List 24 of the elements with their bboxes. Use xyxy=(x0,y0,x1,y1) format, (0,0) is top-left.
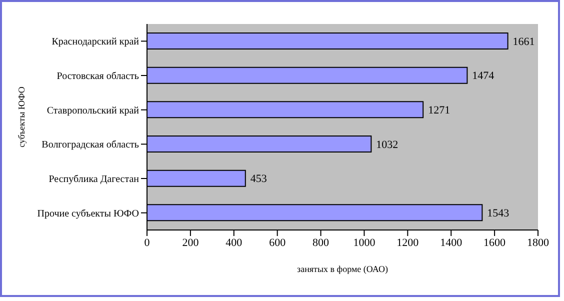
y-tick-label: Ставропольский край xyxy=(46,105,140,116)
x-tick-label: 1200 xyxy=(396,236,420,249)
x-tick-label: 0 xyxy=(144,236,150,249)
x-tick-label: 1000 xyxy=(353,236,376,249)
data-label: 1543 xyxy=(487,208,510,220)
y-tick-label: Прочие субъекты ЮФО xyxy=(37,208,139,220)
data-label: 453 xyxy=(250,173,268,186)
x-tick-label: 200 xyxy=(182,236,200,249)
x-tick-label: 400 xyxy=(226,236,243,249)
x-tick-label: 1400 xyxy=(440,236,463,249)
y-tick-label: Ростовская область xyxy=(56,71,140,82)
y-axis-title: субъекты ЮФО xyxy=(16,86,26,148)
x-tick-label: 800 xyxy=(312,236,330,249)
data-label: 1474 xyxy=(472,70,495,82)
data-label: 1661 xyxy=(512,36,535,48)
data-label: 1032 xyxy=(376,138,398,151)
y-tick-label: Волгоградская область xyxy=(42,140,140,151)
x-tick-label: 1800 xyxy=(527,236,550,249)
x-tick-label: 1600 xyxy=(484,236,506,249)
data-label: 1271 xyxy=(428,104,450,117)
y-tick-label: Краснодарский край xyxy=(52,36,140,48)
y-tick-label: Республика Дагестан xyxy=(48,174,140,186)
x-axis-title: занятых в форме (ОАО) xyxy=(296,264,389,274)
x-tick-label: 600 xyxy=(269,236,286,249)
